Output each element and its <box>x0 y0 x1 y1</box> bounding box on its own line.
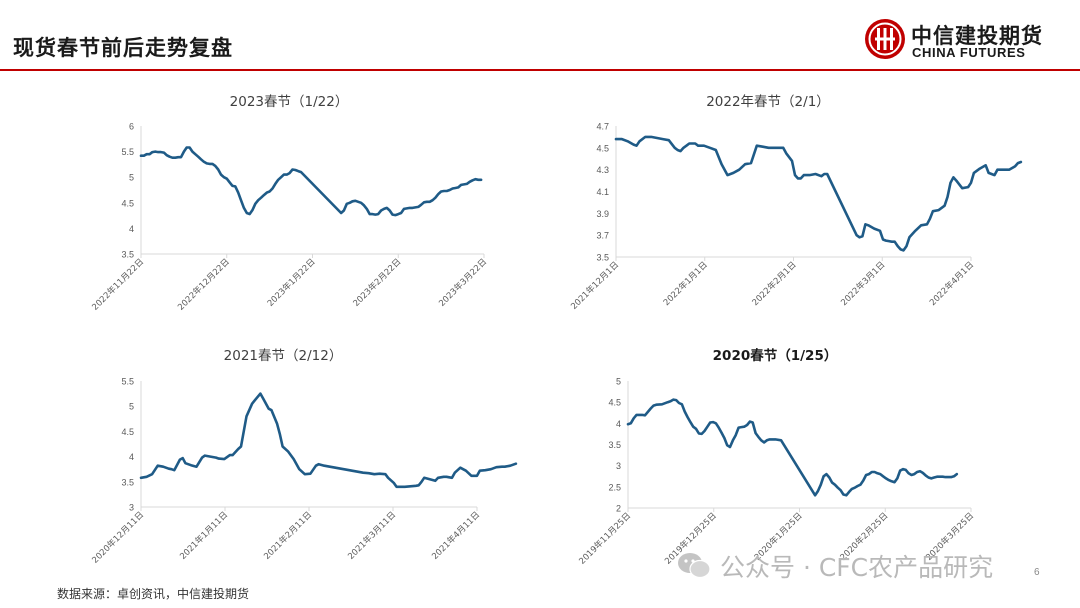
y-tick-label: 3.9 <box>596 209 609 219</box>
company-logo: 中信建投期货 CHINA FUTURES <box>864 18 1064 64</box>
y-tick-label: 4.3 <box>596 165 609 175</box>
x-tick-label: 2021年12月1日 <box>569 259 622 312</box>
y-tick-label: 4 <box>129 452 134 462</box>
watermark: 公众号 · CFC农产品研究 <box>676 549 993 583</box>
page-number: 6 <box>1034 567 1040 578</box>
logo-name-cn: 中信建投期货 <box>911 24 1043 48</box>
y-tick-label: 4.5 <box>121 198 134 208</box>
y-tick-label: 3 <box>129 503 134 513</box>
series-line <box>626 398 959 497</box>
watermark-text: 公众号 · CFC农产品研究 <box>720 553 994 582</box>
x-tick-label: 2022年3月1日 <box>839 259 888 308</box>
citic-logo-icon <box>865 19 905 59</box>
series-line <box>139 392 518 489</box>
x-tick-label: 2023年2月22日 <box>351 256 404 309</box>
x-tick-label: 2021年4月11日 <box>430 509 483 562</box>
x-tick-label: 2021年3月11日 <box>346 509 399 562</box>
chart-1: 2023春节（1/22） 3.5 4 4.5 5 5.5 6 2022年11月22日 2022年… <box>90 94 489 313</box>
y-tick-label: 4.1 <box>596 187 609 197</box>
y-tick-label: 2 <box>616 504 621 514</box>
y-tick-label: 6 <box>129 122 134 132</box>
y-tick-label: 4.7 <box>596 122 609 132</box>
x-tick-label: 2021年2月11日 <box>262 509 315 562</box>
chart-title: 2022年春节（2/1） <box>706 94 830 110</box>
x-tick-label: 2020年12月11日 <box>90 509 146 565</box>
y-tick-label: 5.5 <box>121 377 134 387</box>
x-tick-label: 2022年11月22日 <box>90 256 146 312</box>
y-tick-label: 5.5 <box>121 147 134 157</box>
y-tick-label: 3.5 <box>596 253 609 263</box>
x-tick-label: 2022年2月1日 <box>750 259 799 308</box>
chart-2: 2022年春节（2/1） 3.5 3.7 3.9 4.1 4.3 4.5 4.7 2021年12… <box>569 94 1023 312</box>
y-tick-label: 2.5 <box>608 482 621 492</box>
x-tick-label: 2022年12月22日 <box>175 256 231 312</box>
x-tick-label: 2022年4月1日 <box>927 259 976 308</box>
y-tick-label: 3 <box>616 461 621 471</box>
y-tick-label: 5 <box>616 377 621 387</box>
series-line <box>614 135 1023 252</box>
y-tick-label: 5 <box>129 173 134 183</box>
title-divider <box>0 69 1080 71</box>
x-tick-label: 2023年3月22日 <box>437 256 490 309</box>
wechat-icon <box>678 553 711 579</box>
chart-title: 2021春节（2/12） <box>224 348 343 364</box>
x-tick-label: 2021年1月11日 <box>178 509 231 562</box>
chart-3: 2021春节（2/12） 3 3.5 4 4.5 5 5.5 2020年12月11日 2021年… <box>90 348 518 566</box>
data-source-note: 数据来源：卓创资讯，中信建投期货 <box>57 587 250 601</box>
x-tick-label: 2023年1月22日 <box>265 256 318 309</box>
y-tick-label: 4.5 <box>596 143 609 153</box>
y-tick-label: 3.5 <box>121 477 134 487</box>
y-tick-label: 5 <box>129 402 134 412</box>
y-tick-label: 4.5 <box>121 427 134 437</box>
y-tick-label: 4 <box>129 224 134 234</box>
y-tick-label: 4.5 <box>608 398 621 408</box>
x-tick-label: 2022年1月1日 <box>661 259 710 308</box>
chart-title: 2020春节（1/25） <box>713 347 838 364</box>
series-line <box>139 146 483 217</box>
y-tick-label: 3.5 <box>608 440 621 450</box>
chart-title: 2023春节（1/22） <box>230 94 349 110</box>
x-tick-label: 2019年11月25日 <box>577 510 633 566</box>
y-tick-label: 3.5 <box>121 250 134 260</box>
page-title: 现货春节前后走势复盘 <box>13 36 233 60</box>
y-tick-label: 3.7 <box>596 231 609 241</box>
y-tick-label: 4 <box>616 419 621 429</box>
logo-name-en: CHINA FUTURES <box>912 45 1026 60</box>
